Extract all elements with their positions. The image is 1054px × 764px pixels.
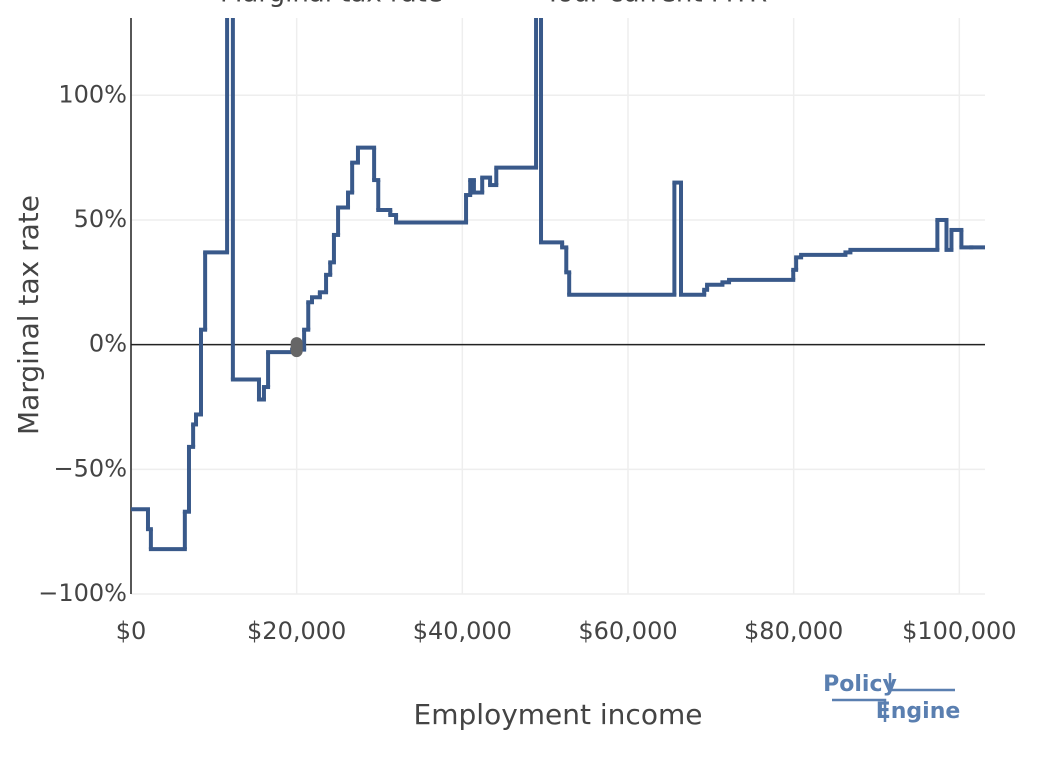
y-tick-label: 100%: [58, 80, 127, 108]
y-axis-title: Marginal tax rate: [12, 195, 45, 435]
plot: [131, 18, 985, 552]
logo-line: [832, 698, 887, 722]
legend-label: Your current MTR: [544, 0, 767, 9]
logo-text: Engine: [876, 699, 961, 724]
x-tick-label: $60,000: [578, 617, 677, 645]
x-tick-label: $100,000: [902, 617, 1017, 645]
y-tick-label: 50%: [74, 205, 127, 233]
y-tick-label: 0%: [89, 330, 127, 358]
x-tick-label: $40,000: [413, 617, 512, 645]
x-tick-label: $0: [116, 617, 147, 645]
legend-label: Marginal tax rate: [220, 0, 443, 9]
x-axis-title: Employment income: [414, 698, 703, 731]
logo-text: Policy: [823, 672, 897, 697]
logo: Policy Engine: [823, 672, 960, 724]
y-tick-label: −100%: [38, 579, 127, 607]
y-tick-label: −50%: [54, 454, 127, 482]
grid: [130, 18, 985, 595]
logo-line: [888, 673, 955, 692]
current-mtr-marker: [290, 337, 303, 358]
x-tick-label: $20,000: [247, 617, 346, 645]
x-tick-label: $80,000: [744, 617, 843, 645]
